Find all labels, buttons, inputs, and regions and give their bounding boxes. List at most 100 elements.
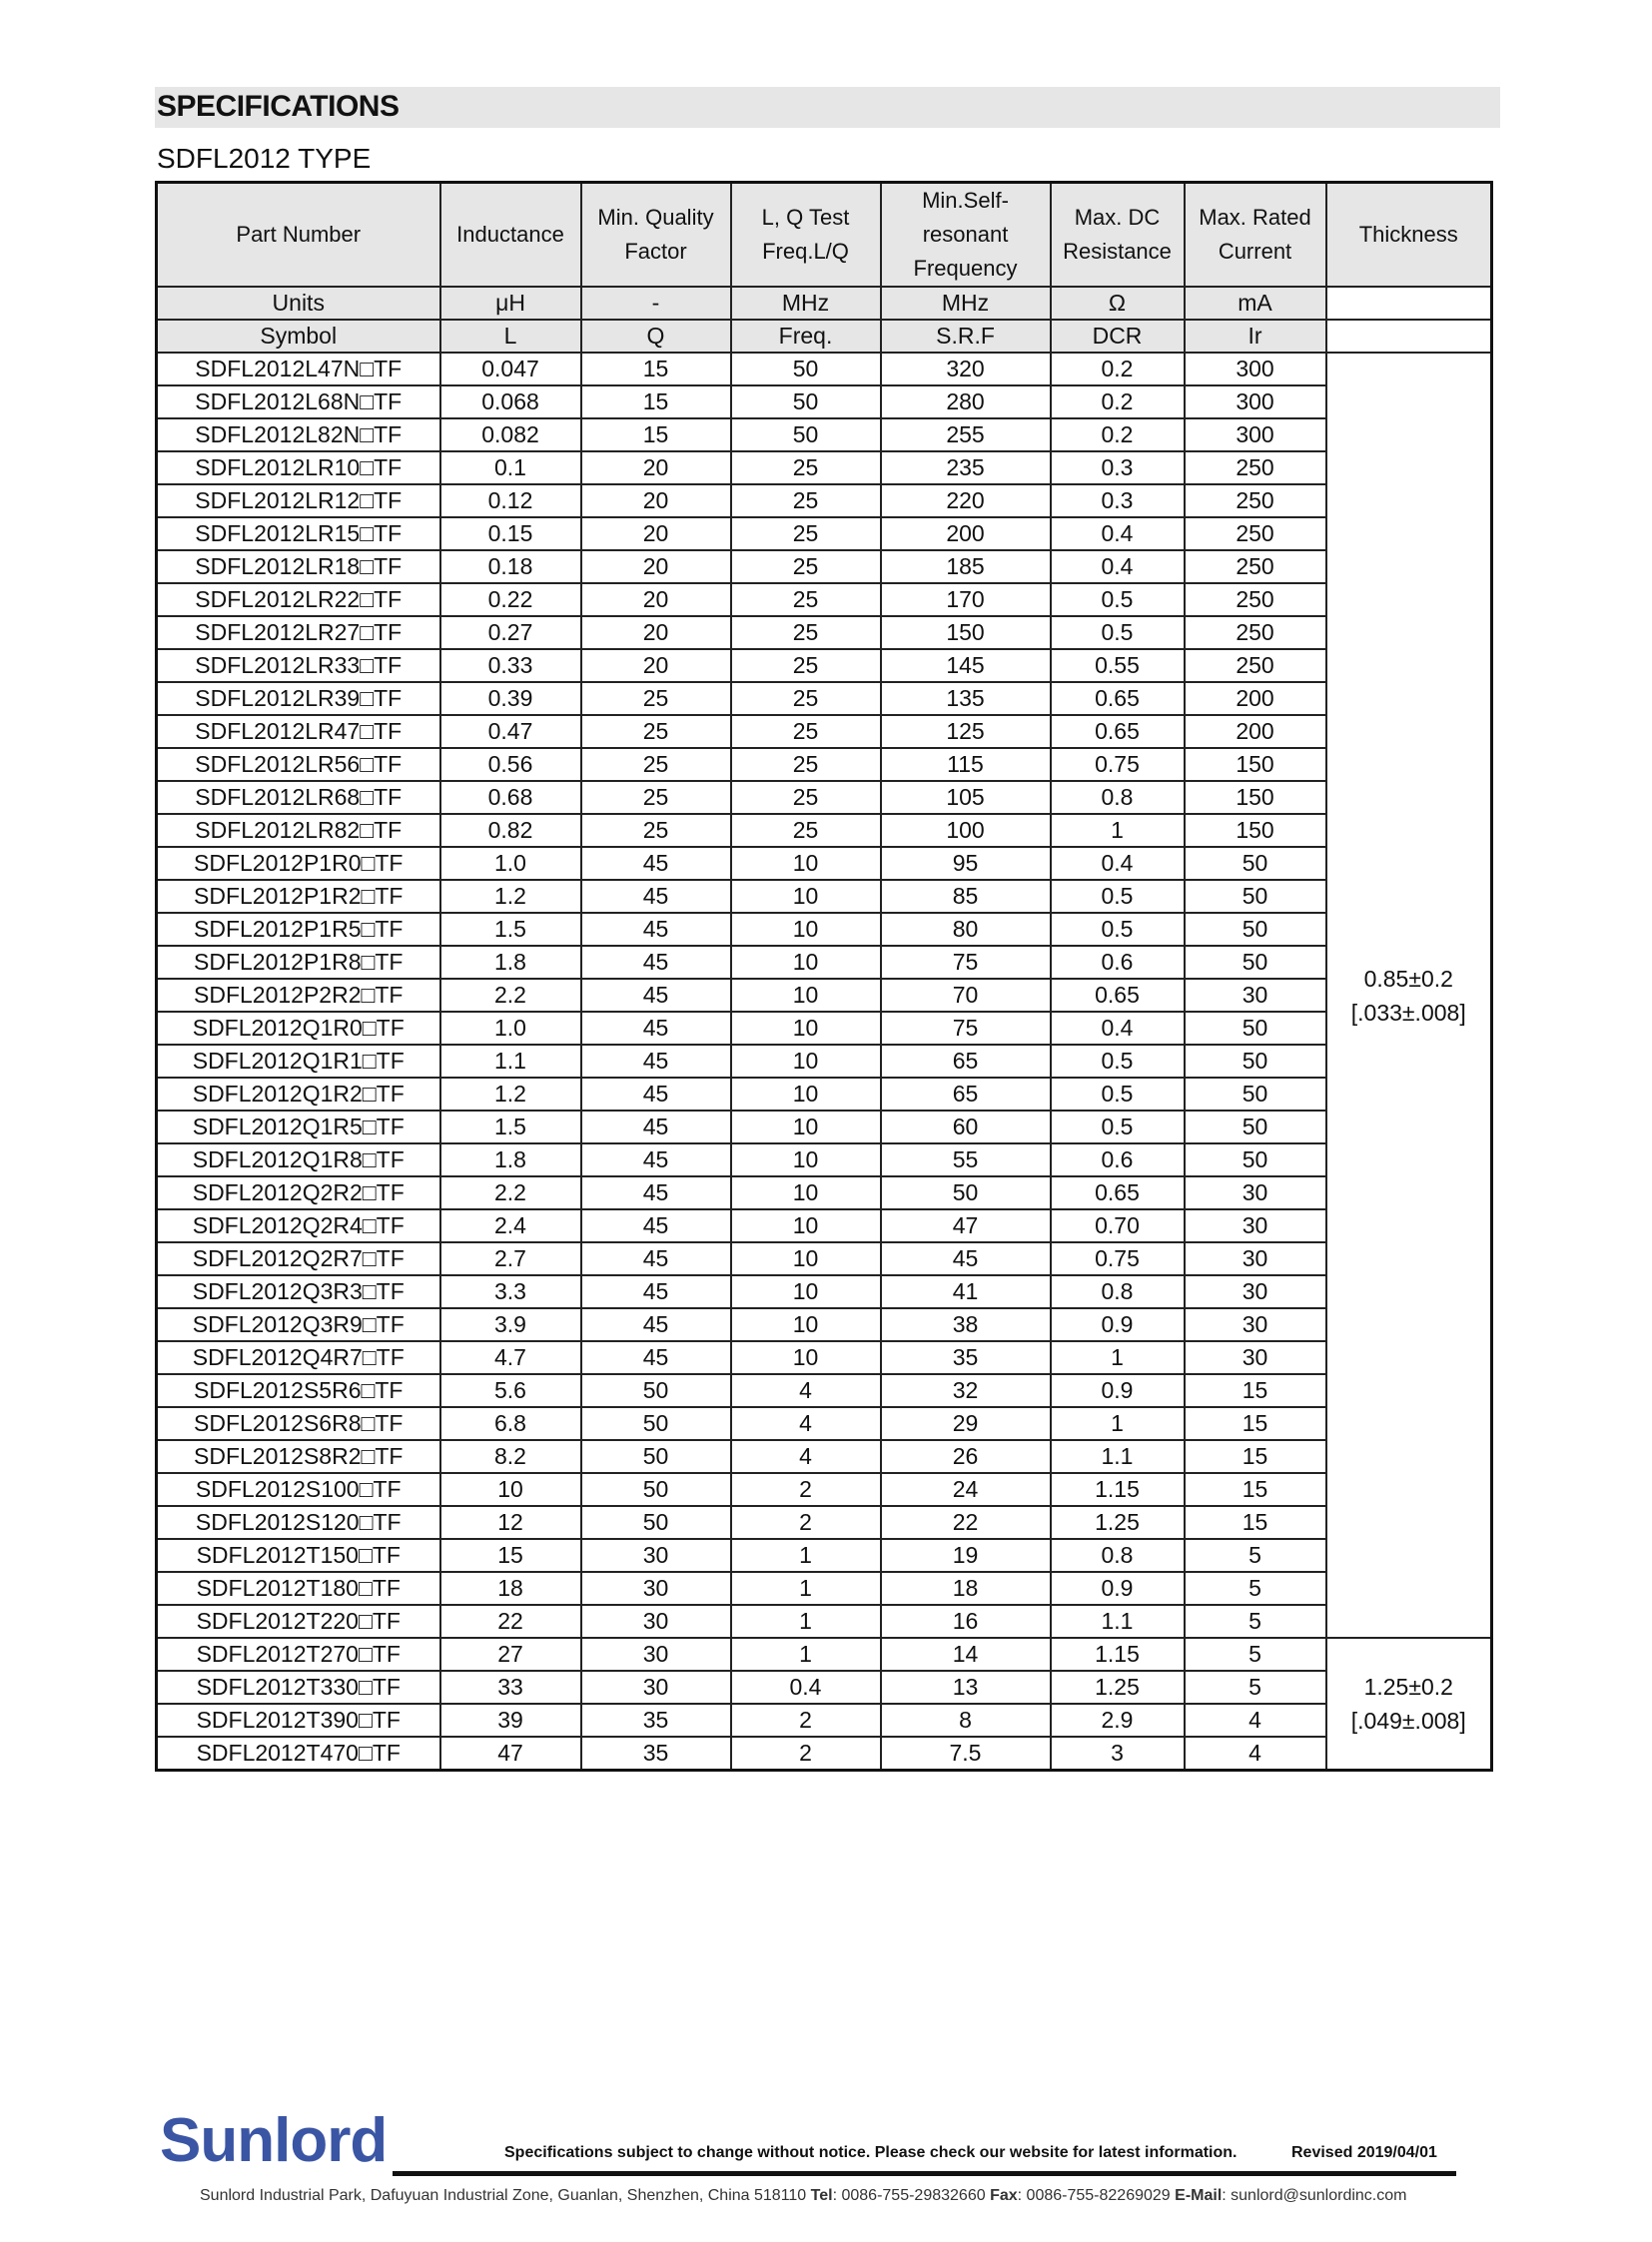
spec-value: 1.0 (438, 846, 582, 881)
table-row: SDFL2012L68N□TF 0.068 15 50 280 0.2 300 (155, 384, 1492, 419)
spec-value: 1.25 (1049, 1505, 1186, 1540)
spec-value: 25 (729, 648, 882, 683)
spec-value: 0.4 (1049, 846, 1186, 881)
symbol-cell: Q (579, 319, 732, 354)
spec-value: 10 (729, 1241, 882, 1276)
tel-label: Tel (810, 2187, 833, 2204)
table-row: SDFL2012Q2R4□TF 2.4 45 10 47 0.70 30 (155, 1208, 1492, 1243)
part-number: SDFL2012Q2R7□TF (155, 1241, 441, 1276)
table-row: SDFL2012L82N□TF 0.082 15 50 255 0.2 300 (155, 417, 1492, 452)
spec-value: 10 (729, 1208, 882, 1243)
spec-value: 10 (729, 1274, 882, 1309)
spec-value: 235 (879, 450, 1052, 485)
spec-value: 1 (1049, 1406, 1186, 1441)
spec-value: 0.5 (1049, 1077, 1186, 1112)
thickness-value: 1.25±0.2 (1363, 1674, 1453, 1700)
part-number: SDFL2012P2R2□TF (155, 978, 441, 1013)
part-number: SDFL2012LR39□TF (155, 681, 441, 716)
thickness-value: [.033±.008] (1350, 999, 1466, 1026)
column-header: Min. Quality Factor (579, 181, 732, 288)
spec-value: 1.0 (438, 1011, 582, 1046)
spec-value: 15 (1183, 1373, 1327, 1408)
spec-value: 0.3 (1049, 450, 1186, 485)
spec-value: 45 (579, 1208, 732, 1243)
spec-value: 25 (729, 450, 882, 485)
thickness-units-cell (1324, 286, 1493, 321)
table-row: SDFL2012LR39□TF 0.39 25 25 135 0.65 200 (155, 681, 1492, 716)
table-row: SDFL2012P2R2□TF 2.2 45 10 70 0.65 30 (155, 978, 1492, 1013)
spec-value: 0.2 (1049, 352, 1186, 386)
part-number: SDFL2012T270□TF (155, 1637, 441, 1672)
table-row: SDFL2012T150□TF 15 30 1 19 0.8 5 (155, 1538, 1492, 1573)
email: : sunlord@sunlordinc.com (1222, 2187, 1407, 2204)
spec-value: 45 (579, 1142, 732, 1177)
spec-value: 2 (729, 1736, 882, 1772)
spec-value: 33 (438, 1670, 582, 1705)
spec-value: 47 (438, 1736, 582, 1772)
spec-value: 250 (1183, 549, 1327, 584)
column-header: L, Q Test Freq.L/Q (729, 181, 882, 288)
spec-value: 50 (1183, 912, 1327, 947)
spec-value: 0.65 (1049, 681, 1186, 716)
column-header: Inductance (438, 181, 582, 288)
table-row: SDFL2012L47N□TF 0.047 15 50 320 0.2 300 0.85±0.… (155, 352, 1493, 1639)
part-number: SDFL2012LR18□TF (155, 549, 441, 584)
spec-value: 115 (879, 747, 1052, 782)
table-row: SDFL2012Q1R1□TF 1.1 45 10 65 0.5 50 (155, 1044, 1492, 1079)
table-row: SDFL2012S5R6□TF 5.6 50 4 32 0.9 15 (155, 1373, 1492, 1408)
thickness-symbol-cell (1324, 319, 1493, 354)
spec-value: 0.68 (438, 780, 582, 815)
spec-value: 1.2 (438, 879, 582, 914)
spec-value: 25 (579, 681, 732, 716)
part-number: SDFL2012LR33□TF (155, 648, 441, 683)
part-number: SDFL2012Q1R5□TF (155, 1110, 441, 1144)
spec-value: 10 (729, 846, 882, 881)
spec-value: 2 (729, 1505, 882, 1540)
spec-value: 150 (879, 615, 1052, 650)
spec-value: 50 (1183, 1011, 1327, 1046)
spec-value: 0.5 (1049, 582, 1186, 617)
spec-value: 25 (729, 681, 882, 716)
spec-value: 10 (729, 1110, 882, 1144)
spec-value: 0.65 (1049, 714, 1186, 749)
spec-value: 170 (879, 582, 1052, 617)
spec-value: 15 (579, 352, 732, 386)
spec-value: 1.2 (438, 1077, 582, 1112)
spec-value: 0.75 (1049, 1241, 1186, 1276)
table-row: SDFL2012S8R2□TF 8.2 50 4 26 1.1 15 (155, 1439, 1492, 1474)
spec-value: 80 (879, 912, 1052, 947)
part-number: SDFL2012S100□TF (155, 1472, 441, 1507)
spec-value: 15 (579, 417, 732, 452)
spec-value: 13 (879, 1670, 1052, 1705)
spec-value: 45 (579, 879, 732, 914)
part-number: SDFL2012S5R6□TF (155, 1373, 441, 1408)
spec-value: 45 (579, 978, 732, 1013)
part-number: SDFL2012Q2R2□TF (155, 1175, 441, 1210)
table-row: SDFL2012S6R8□TF 6.8 50 4 29 1 15 (155, 1406, 1492, 1441)
spec-value: 5 (1183, 1604, 1327, 1639)
spec-value: 0.12 (438, 483, 582, 518)
spec-value: 250 (1183, 450, 1327, 485)
spec-value: 3 (1049, 1736, 1186, 1772)
spec-value: 85 (879, 879, 1052, 914)
spec-value: 0.4 (729, 1670, 882, 1705)
table-row: SDFL2012LR10□TF 0.1 20 25 235 0.3 250 (155, 450, 1492, 485)
spec-value: 2 (729, 1472, 882, 1507)
table-row: SDFL2012T220□TF 22 30 1 16 1.1 5 (155, 1604, 1492, 1639)
spec-value: 50 (579, 1373, 732, 1408)
spec-value: 27 (438, 1637, 582, 1672)
spec-value: 0.4 (1049, 1011, 1186, 1046)
spec-value: 150 (1183, 813, 1327, 848)
spec-value: 0.22 (438, 582, 582, 617)
symbol-cell: Symbol (155, 319, 441, 354)
spec-value: 15 (579, 384, 732, 419)
table-row: SDFL2012LR47□TF 0.47 25 25 125 0.65 200 (155, 714, 1492, 749)
spec-value: 25 (579, 780, 732, 815)
part-number: SDFL2012T470□TF (155, 1736, 441, 1772)
spec-value: 0.47 (438, 714, 582, 749)
table-row: SDFL2012LR22□TF 0.22 20 25 170 0.5 250 (155, 582, 1492, 617)
table-row: SDFL2012LR68□TF 0.68 25 25 105 0.8 150 (155, 780, 1492, 815)
spec-value: 1.1 (438, 1044, 582, 1079)
spec-value: 200 (1183, 714, 1327, 749)
spec-value: 0.9 (1049, 1373, 1186, 1408)
